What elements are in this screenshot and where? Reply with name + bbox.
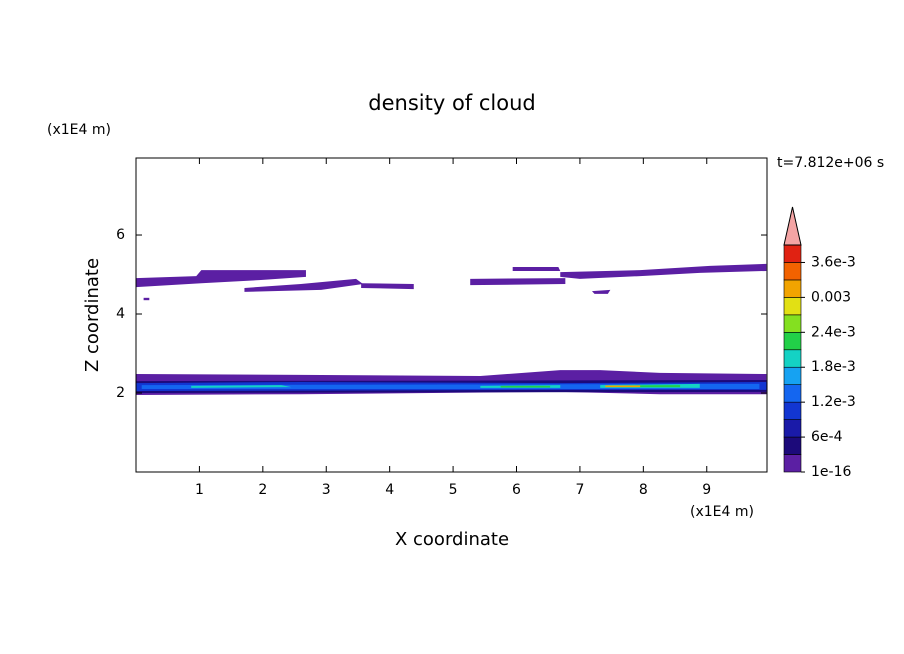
colorbar-extend: [783, 206, 802, 246]
contour-region: [136, 270, 306, 288]
y-unit: (x1E4 m): [47, 122, 111, 138]
colorbar-band: [783, 297, 802, 316]
colorbar-band: [783, 314, 802, 333]
x-tick-label: 6: [512, 482, 521, 498]
contour-region: [470, 278, 566, 286]
colorbar-band: [783, 419, 802, 438]
colorbar-band: [783, 244, 802, 263]
colorbar-tick-label: 6e-4: [811, 429, 843, 445]
y-tick-label: 2: [116, 385, 125, 401]
plot-frame: [135, 157, 768, 473]
contour-region: [361, 283, 414, 290]
contour-region: [591, 289, 611, 294]
colorbar-band: [783, 349, 802, 368]
x-tick-label: 2: [258, 482, 267, 498]
colorbar-band: [783, 401, 802, 420]
colorbar-tick-label: 3.6e-3: [811, 254, 856, 270]
colorbar-band: [783, 366, 802, 385]
colorbar-band: [783, 384, 802, 403]
x-tick-label: 7: [575, 482, 584, 498]
x-tick-label: 1: [195, 482, 204, 498]
colorbar-band: [783, 454, 802, 473]
colorbar-band: [783, 436, 802, 455]
y-tick-label: 4: [116, 306, 125, 322]
x-axis-label: X coordinate: [395, 529, 509, 550]
contour-region: [244, 278, 364, 292]
colorbar-band: [783, 279, 802, 298]
colorbar-tick-label: 1.2e-3: [811, 394, 856, 410]
colorbar-tick-label: 0.003: [811, 289, 851, 305]
contour-region: [605, 385, 641, 388]
colorbar-tick-label: 2.4e-3: [811, 324, 856, 340]
colorbar-band: [783, 332, 802, 351]
contour-region: [560, 263, 767, 279]
colorbar-tick-label: 1.8e-3: [811, 359, 856, 375]
colorbar-tick-label: 1e-16: [811, 464, 851, 480]
x-tick-label: 3: [322, 482, 331, 498]
time-label: t=7.812e+06 s: [777, 155, 884, 171]
y-axis-label: Z coordinate: [82, 258, 103, 372]
colorbar-band: [783, 262, 802, 281]
contour-region: [512, 267, 561, 271]
contour-region: [143, 297, 150, 301]
chart-title: density of cloud: [368, 91, 535, 115]
y-tick-label: 6: [116, 227, 125, 243]
x-tick-label: 5: [449, 482, 458, 498]
x-tick-label: 8: [639, 482, 648, 498]
contour-region: [500, 385, 551, 388]
x-unit: (x1E4 m): [690, 504, 754, 520]
x-tick-label: 4: [385, 482, 394, 498]
x-tick-label: 9: [702, 482, 711, 498]
contour-region: [191, 385, 292, 388]
